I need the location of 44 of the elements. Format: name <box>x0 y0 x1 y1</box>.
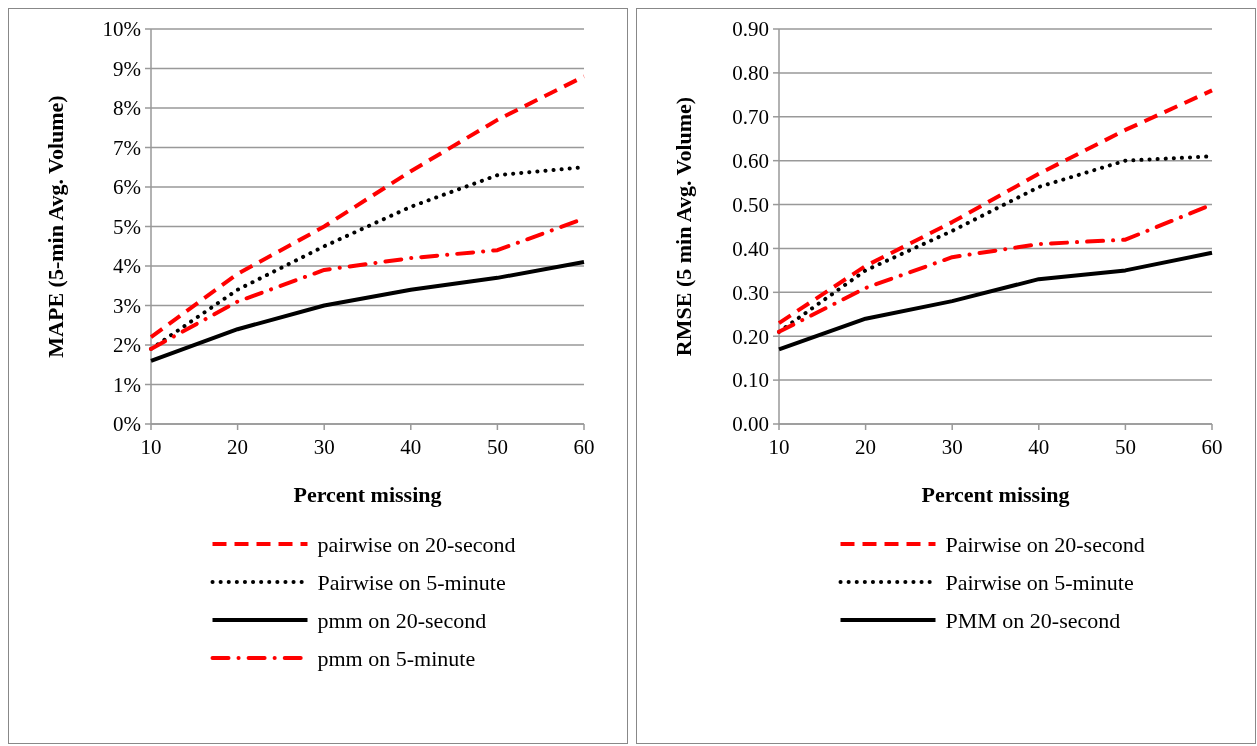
x-tick-label: 10 <box>140 435 162 459</box>
legend-label: PMM on 20-second <box>945 607 1121 633</box>
y-tick-label: 0.20 <box>732 324 769 349</box>
y-axis-title: MAPE (5-min Avg. Volume) <box>43 95 68 358</box>
y-tick-label: 9% <box>113 56 141 81</box>
x-tick-label: 40 <box>1028 435 1050 459</box>
y-tick-label: 7% <box>113 135 141 160</box>
x-tick-label: 40 <box>400 435 422 459</box>
x-axis-title: Percent missing <box>293 482 442 507</box>
legend-label: pmm on 20-second <box>317 607 487 633</box>
y-tick-label: 10% <box>102 17 141 42</box>
y-tick-label: 0.90 <box>732 17 769 42</box>
x-tick-label: 60 <box>573 435 595 459</box>
x-tick-label: 30 <box>941 435 963 459</box>
y-tick-label: 0.60 <box>732 149 769 174</box>
legend-label: Pairwise on 20-second <box>945 531 1145 557</box>
x-tick-label: 60 <box>1201 435 1223 459</box>
x-tick-label: 30 <box>313 435 335 459</box>
legend-label: Pairwise on 5-minute <box>317 569 506 595</box>
x-axis-title: Percent missing <box>921 482 1070 507</box>
legend-label: Pairwise on 5-minute <box>945 569 1134 595</box>
x-tick-label: 10 <box>768 435 790 459</box>
y-tick-label: 5% <box>113 214 141 239</box>
y-tick-label: 8% <box>113 96 141 121</box>
y-tick-label: 0% <box>113 412 141 437</box>
y-tick-label: 0.50 <box>732 192 769 217</box>
y-axis-title: RMSE (5 min Avg. Volume) <box>671 96 696 357</box>
y-tick-label: 1% <box>113 372 141 397</box>
y-tick-label: 2% <box>113 333 141 358</box>
y-tick-label: 0.40 <box>732 236 769 261</box>
y-tick-label: 6% <box>113 175 141 200</box>
y-tick-label: 0.70 <box>732 105 769 130</box>
legend-label: pmm on 5-minute <box>317 645 476 671</box>
legend-label: pairwise on 20-second <box>317 531 516 557</box>
x-tick-label: 50 <box>486 435 508 459</box>
y-tick-label: 0.00 <box>732 412 769 437</box>
y-tick-label: 4% <box>113 254 141 279</box>
y-tick-label: 0.10 <box>732 368 769 393</box>
x-tick-label: 50 <box>1114 435 1136 459</box>
x-tick-label: 20 <box>855 435 877 459</box>
y-tick-label: 0.30 <box>732 280 769 305</box>
y-tick-label: 0.80 <box>732 61 769 86</box>
y-tick-label: 3% <box>113 293 141 318</box>
x-tick-label: 20 <box>227 435 249 459</box>
